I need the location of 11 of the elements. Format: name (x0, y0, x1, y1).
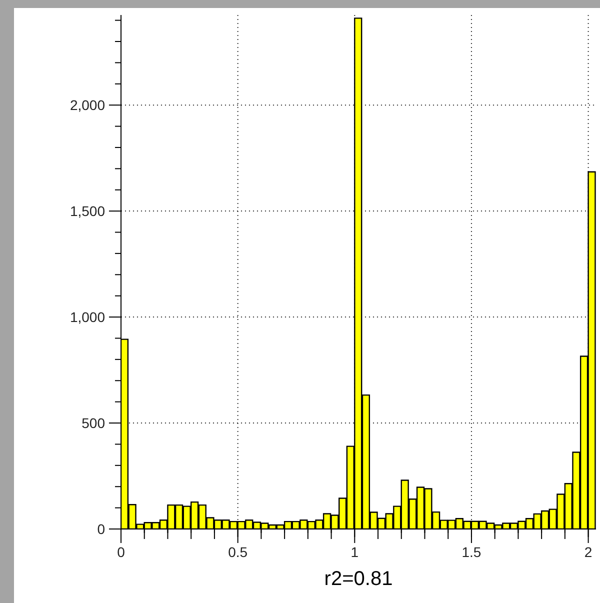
x-tick-label: 0.5 (228, 544, 248, 560)
x-tick-label: 1 (350, 544, 359, 560)
y-tick-label: 1,000 (70, 309, 106, 326)
y-tick-label: 1,500 (70, 203, 106, 220)
x-tick-label: 1.5 (462, 544, 482, 560)
y-tick-label: 2,000 (70, 97, 106, 114)
x-axis-title: r2=0.81 (324, 568, 393, 590)
x-tick-label: 0 (117, 544, 126, 560)
y-tick-label: 500 (82, 415, 106, 432)
x-tick-label: 2 (584, 544, 592, 560)
y-tick-label: 0 (97, 521, 106, 537)
